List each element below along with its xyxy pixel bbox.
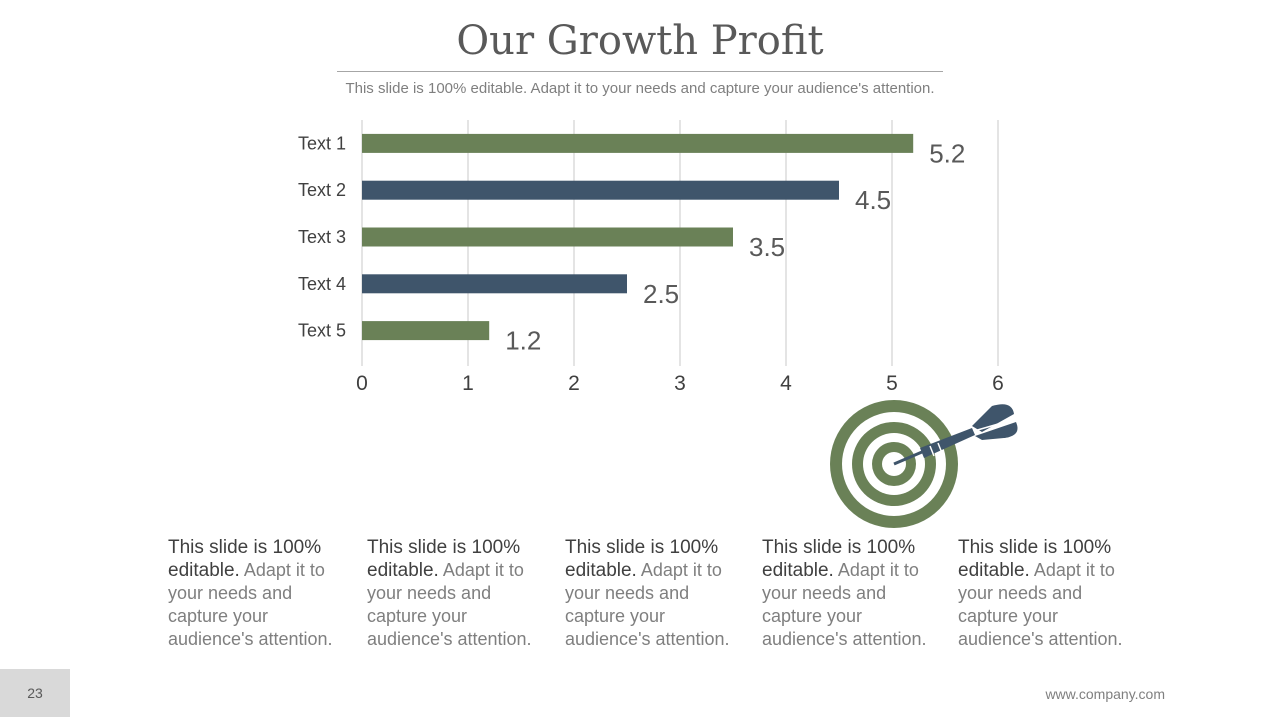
column-lead: This slide is 100% editable. [762, 537, 916, 581]
data-label: 5.2 [929, 138, 965, 168]
text-column: This slide is 100% editable. Adapt it to… [367, 536, 547, 651]
website-url: www.company.com [1045, 686, 1165, 702]
target-dart-icon [830, 400, 1018, 528]
column-body: Adapt it to your needs and capture your … [565, 560, 730, 649]
slide-subtitle: This slide is 100% editable. Adapt it to… [345, 80, 935, 97]
bar-chart: 0 1 2 3 4 5 6 Text 1 5.2 Text 2 4.5 Text 3 3.5 Text 4… [298, 120, 1004, 395]
column-body: Adapt it to your needs and capture your … [168, 560, 333, 649]
page-number: 23 [0, 669, 70, 717]
data-label: 3.5 [749, 232, 785, 262]
bar [362, 321, 490, 341]
column-lead: This slide is 100% editable. [168, 537, 322, 581]
x-tick-label: 3 [674, 372, 686, 395]
x-tick-label: 1 [462, 372, 474, 395]
column-lead: This slide is 100% editable. [958, 537, 1112, 581]
slide-title: Our Growth Profit [456, 18, 824, 64]
x-tick-label: 0 [356, 372, 368, 395]
title-divider [337, 71, 943, 72]
category-label: Text 2 [298, 180, 346, 200]
bar [362, 227, 733, 247]
data-label: 4.5 [855, 185, 891, 215]
column-lead: This slide is 100% editable. [565, 537, 719, 581]
data-label: 2.5 [643, 279, 679, 309]
text-column: This slide is 100% editable. Adapt it to… [958, 536, 1138, 651]
x-tick-label: 6 [992, 372, 1004, 395]
text-columns: This slide is 100% editable. Adapt it to… [168, 536, 1148, 666]
category-label: Text 4 [298, 274, 346, 294]
text-column: This slide is 100% editable. Adapt it to… [565, 536, 745, 651]
data-label: 1.2 [505, 326, 541, 356]
category-label: Text 3 [298, 227, 346, 247]
column-lead: This slide is 100% editable. [367, 537, 521, 581]
bar [362, 180, 839, 200]
bar [362, 133, 914, 153]
x-tick-label: 2 [568, 372, 580, 395]
column-body: Adapt it to your needs and capture your … [958, 560, 1123, 649]
bar [362, 274, 627, 294]
x-tick-label: 4 [780, 372, 792, 395]
category-label: Text 1 [298, 133, 346, 153]
column-body: Adapt it to your needs and capture your … [367, 560, 532, 649]
text-column: This slide is 100% editable. Adapt it to… [168, 536, 348, 651]
category-label: Text 5 [298, 321, 346, 341]
x-tick-label: 5 [886, 372, 898, 395]
column-body: Adapt it to your needs and capture your … [762, 560, 927, 649]
text-column: This slide is 100% editable. Adapt it to… [762, 536, 942, 651]
